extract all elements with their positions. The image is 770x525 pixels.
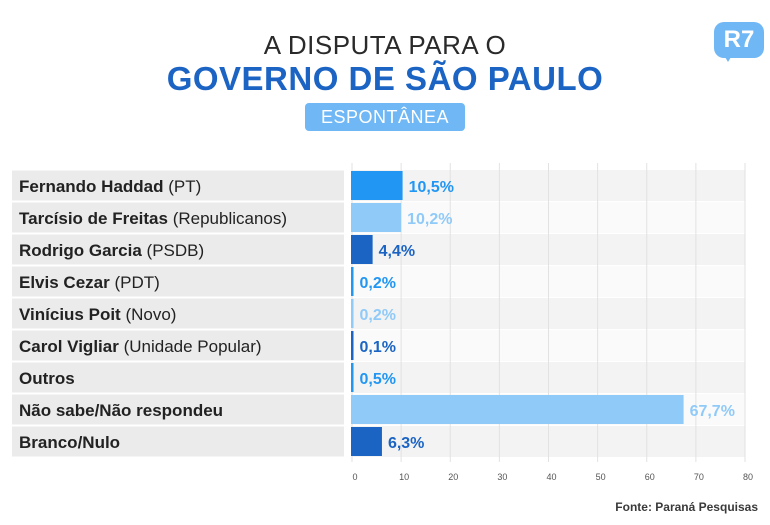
category-name: Tarcísio de Freitas	[19, 209, 168, 228]
bar-value-label: 67,7%	[690, 403, 735, 420]
category-row-bg	[12, 234, 344, 265]
bar	[351, 203, 402, 232]
category-party: (Novo)	[121, 305, 177, 324]
category-party: (PT)	[164, 177, 202, 196]
category-row-bg	[12, 394, 344, 425]
category-label: Carol Vigliar (Unidade Popular)	[19, 337, 262, 356]
category-party: (Republicanos)	[168, 209, 287, 228]
category-party: (PSDB)	[142, 241, 204, 260]
chart-title-line2: GOVERNO DE SÃO PAULO	[166, 60, 604, 97]
category-name: Vinícius Poit	[19, 305, 121, 324]
bar-value-label: 0,5%	[360, 371, 396, 388]
category-name: Não sabe/Não respondeu	[19, 401, 223, 420]
category-row-bg	[12, 170, 344, 201]
chart-title-line1: A DISPUTA PARA O	[263, 30, 507, 60]
x-tick-label: 70	[694, 472, 704, 482]
source-note: Fonte: Paraná Pesquisas	[615, 500, 758, 514]
category-row-bg	[12, 426, 344, 457]
category-label: Rodrigo Garcia (PSDB)	[19, 241, 204, 260]
category-name: Branco/Nulo	[19, 433, 120, 452]
category-badge: ESPONTÂNEA	[305, 103, 465, 131]
category-label: Elvis Cezar (PDT)	[19, 273, 160, 292]
bar-value-label: 0,1%	[360, 339, 396, 356]
category-party: (Unidade Popular)	[119, 337, 262, 356]
bar-value-label: 0,2%	[360, 275, 396, 292]
category-row-bg	[12, 362, 344, 393]
category-name: Rodrigo Garcia	[19, 241, 142, 260]
logo-text: R7	[714, 22, 764, 58]
x-tick-label: 30	[497, 472, 507, 482]
category-name: Outros	[19, 369, 75, 388]
bar	[351, 427, 382, 456]
bar	[351, 171, 403, 200]
category-name: Fernando Haddad	[19, 177, 164, 196]
bar	[351, 331, 354, 360]
bar	[351, 235, 373, 264]
bar	[351, 395, 684, 424]
category-label: Branco/Nulo	[19, 433, 120, 452]
category-row-bg	[12, 298, 344, 329]
bar	[351, 363, 354, 392]
x-tick-label: 20	[448, 472, 458, 482]
bar	[351, 299, 354, 328]
x-tick-label: 0	[352, 472, 357, 482]
x-tick-label: 40	[546, 472, 556, 482]
bar-value-label: 10,5%	[409, 179, 454, 196]
x-tick-label: 50	[596, 472, 606, 482]
bar	[351, 267, 354, 296]
x-tick-label: 80	[743, 472, 753, 482]
category-row-bg	[12, 202, 344, 233]
bar-value-label: 0,2%	[360, 307, 396, 324]
category-label: Fernando Haddad (PT)	[19, 177, 201, 196]
category-row-bg	[12, 266, 344, 297]
category-name: Elvis Cezar	[19, 273, 110, 292]
r7-logo: R7	[714, 22, 764, 62]
category-party: (PDT)	[110, 273, 160, 292]
category-name: Carol Vigliar	[19, 337, 119, 356]
x-tick-label: 10	[399, 472, 409, 482]
category-row-bg	[12, 330, 344, 361]
x-tick-label: 60	[645, 472, 655, 482]
category-label: Não sabe/Não respondeu	[19, 401, 223, 420]
bar-value-label: 4,4%	[379, 243, 415, 260]
category-label: Outros	[19, 369, 75, 388]
category-label: Tarcísio de Freitas (Republicanos)	[19, 209, 287, 228]
bar-value-label: 10,2%	[407, 211, 452, 228]
category-label: Vinícius Poit (Novo)	[19, 305, 176, 324]
bar-value-label: 6,3%	[388, 435, 424, 452]
